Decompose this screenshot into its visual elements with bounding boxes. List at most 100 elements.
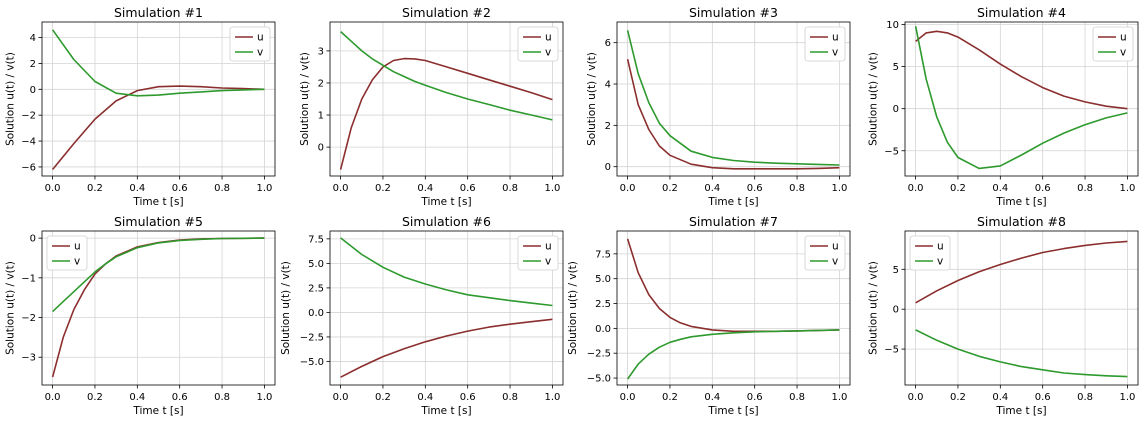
legend-label-v: v — [545, 47, 551, 59]
x-tick-label: 0.2 — [375, 183, 391, 194]
x-tick-label: 0.0 — [333, 392, 349, 403]
y-tick-label: −5.0 — [587, 374, 611, 385]
series-line-v — [914, 26, 1128, 170]
x-tick-label: 0.0 — [908, 392, 924, 403]
y-tick-label: 0 — [605, 162, 611, 173]
x-tick-label: 0.0 — [908, 183, 924, 194]
series-line-v — [52, 237, 265, 313]
legend-frame — [46, 235, 88, 271]
legend-label-u: u — [832, 32, 839, 44]
subplot-title: Simulation #6 — [402, 214, 491, 229]
legend-label-v: v — [257, 47, 263, 59]
legend-frame — [1092, 26, 1134, 62]
x-tick-label: 0.6 — [460, 183, 476, 194]
axes-frame — [329, 21, 564, 177]
x-tick-label: 1.0 — [256, 392, 272, 403]
y-axis-label: Solution u(t) / v(t) — [299, 52, 311, 146]
legend-frame — [517, 235, 559, 271]
x-tick-label: 0.6 — [1035, 183, 1051, 194]
x-tick-label: 0.2 — [950, 392, 966, 403]
subplot-8: 0.0 0.2 0.4 0.6 0.8 1.0 −5 0 5 Simulation #8 Time … — [868, 214, 1139, 417]
x-tick-label: 0.2 — [950, 183, 966, 194]
x-axis-label: Time t [s] — [420, 405, 471, 417]
y-tick-label: −1 — [21, 273, 36, 284]
y-tick-label: 5 — [893, 265, 899, 276]
subplot-title: Simulation #5 — [114, 214, 203, 229]
y-axis-label: Solution u(t) / v(t) — [586, 52, 598, 146]
legend-label-v: v — [937, 256, 943, 268]
subplot-1: 0.0 0.2 0.4 0.6 0.8 1.0 −6 −4 −2 0 2 4 Simulation #1… — [5, 5, 276, 208]
x-tick-label: 1.0 — [544, 392, 560, 403]
x-axis-label: Time t [s] — [995, 405, 1046, 417]
x-axis-label: Time t [s] — [420, 196, 471, 208]
subplot-title: Simulation #2 — [402, 5, 491, 20]
axes-frame — [904, 230, 1139, 386]
series-line-u — [340, 318, 553, 378]
series-line-v — [340, 237, 553, 307]
x-tick-label: 0.8 — [214, 183, 230, 194]
x-tick-label: 1.0 — [831, 392, 847, 403]
y-tick-label: 1 — [318, 111, 324, 122]
legend-label-u: u — [1120, 32, 1127, 44]
y-tick-label: 0 — [30, 234, 36, 245]
axes-frame — [41, 230, 276, 386]
axes-frame — [616, 230, 851, 386]
legend: uv — [804, 26, 846, 62]
y-tick-label: −2 — [21, 313, 36, 324]
legend-label-v: v — [832, 256, 838, 268]
x-tick-label: 0.2 — [87, 392, 103, 403]
y-tick-label: 6 — [605, 38, 611, 49]
y-tick-label: 3 — [318, 46, 324, 57]
legend: uv — [909, 235, 951, 271]
y-tick-label: −5.0 — [300, 357, 324, 368]
y-tick-label: −5 — [884, 146, 899, 157]
x-axis-label: Time t [s] — [132, 405, 183, 417]
x-tick-label: 0.8 — [1077, 392, 1093, 403]
x-tick-label: 0.0 — [333, 183, 349, 194]
legend: uv — [229, 26, 271, 62]
legend-frame — [517, 26, 559, 62]
y-tick-label: 2 — [318, 78, 324, 89]
x-tick-label: 0.0 — [620, 183, 636, 194]
y-tick-label: −6 — [21, 162, 36, 173]
y-tick-label: −3 — [21, 353, 36, 364]
x-tick-label: 0.6 — [172, 183, 188, 194]
series-line-u — [915, 30, 1128, 110]
subplot-3: 0.0 0.2 0.4 0.6 0.8 1.0 0 2 4 6 Simulation #3 Time … — [586, 5, 851, 208]
y-tick-label: 7.5 — [595, 249, 611, 260]
x-tick-label: 1.0 — [1119, 183, 1135, 194]
y-tick-label: 10 — [886, 20, 899, 31]
legend-frame — [804, 235, 846, 271]
y-tick-label: −4 — [21, 137, 36, 148]
x-tick-label: 1.0 — [1119, 392, 1135, 403]
subplot-4: 0.0 0.2 0.4 0.6 0.8 1.0 −5 0 5 10 Simulation #4 Tim… — [868, 5, 1139, 208]
legend-label-u: u — [545, 241, 552, 253]
y-tick-label: 7.5 — [308, 234, 324, 245]
x-axis-label: Time t [s] — [707, 405, 758, 417]
legend-label-u: u — [832, 241, 839, 253]
x-tick-label: 0.2 — [662, 183, 678, 194]
series-line-v — [340, 31, 553, 121]
x-tick-label: 0.6 — [747, 183, 763, 194]
x-tick-label: 0.4 — [704, 392, 720, 403]
legend: uv — [517, 235, 559, 271]
legend-label-v: v — [74, 256, 80, 268]
series-line-u — [339, 57, 553, 170]
x-tick-label: 0.8 — [1077, 183, 1093, 194]
x-axis-label: Time t [s] — [707, 196, 758, 208]
legend-label-v: v — [545, 256, 551, 268]
series-line-u — [915, 240, 1128, 304]
y-tick-label: 4 — [30, 33, 36, 44]
legend-label-u: u — [937, 241, 944, 253]
legend-frame — [909, 235, 951, 271]
series-line-v — [51, 29, 265, 97]
y-tick-label: 0 — [30, 85, 36, 96]
x-tick-label: 0.0 — [45, 183, 61, 194]
x-tick-label: 0.2 — [87, 183, 103, 194]
subplot-5: 0.0 0.2 0.4 0.6 0.8 1.0 −3 −2 −1 0 Simulation #5 Ti… — [5, 214, 276, 417]
x-tick-label: 0.4 — [992, 183, 1008, 194]
x-tick-label: 0.6 — [172, 392, 188, 403]
x-tick-label: 1.0 — [831, 183, 847, 194]
y-axis-label: Solution u(t) / v(t) — [868, 261, 880, 355]
x-tick-label: 1.0 — [256, 183, 272, 194]
